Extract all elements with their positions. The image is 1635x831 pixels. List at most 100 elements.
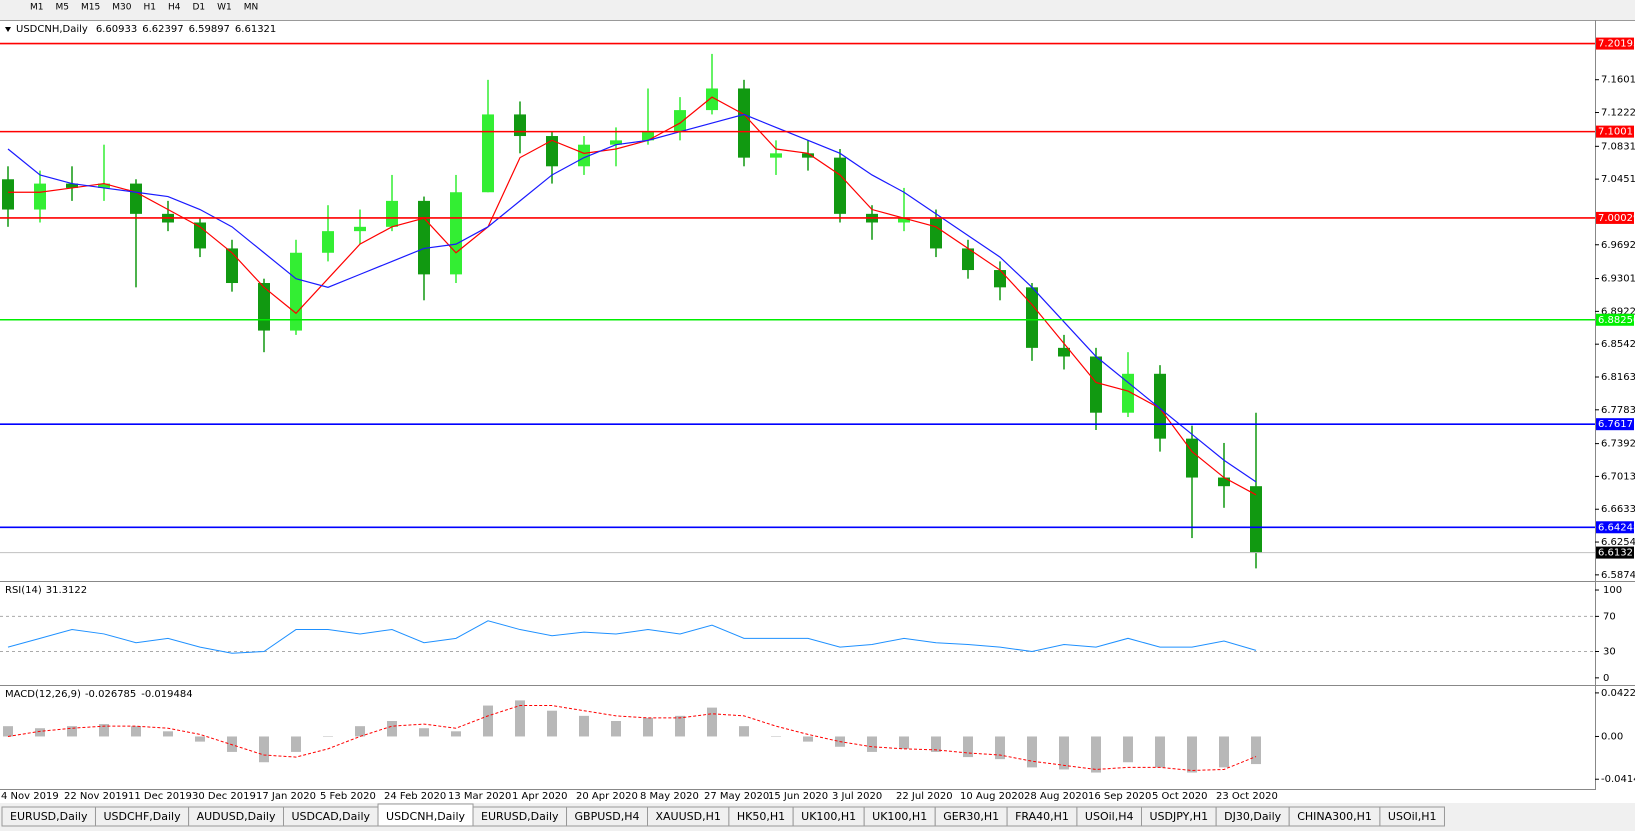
macd-bar xyxy=(131,726,141,737)
x-tick-label: 30 Dec 2019 xyxy=(192,791,256,802)
x-tick-label: 28 Aug 2020 xyxy=(1024,791,1088,802)
macd-bar xyxy=(355,726,365,737)
timeframe-button[interactable]: W1 xyxy=(217,3,232,13)
y-tick-label: 100 xyxy=(1603,585,1622,596)
x-tick-label: 1 Apr 2020 xyxy=(512,791,567,802)
candle-body xyxy=(34,183,46,210)
candle-body xyxy=(1058,347,1070,357)
candle-body xyxy=(130,183,142,214)
quote: 6.59897 xyxy=(189,24,230,35)
indicator-value: -0.019484 xyxy=(141,689,192,700)
macd-bar xyxy=(323,736,333,737)
tab-label[interactable]: USOil,H1 xyxy=(1388,810,1437,823)
candle-body xyxy=(418,200,430,275)
tab-label[interactable]: UK100,H1 xyxy=(801,810,856,823)
candle-body xyxy=(1026,287,1038,348)
candle-body xyxy=(66,183,78,188)
y-tick-label: 6.81630 xyxy=(1601,372,1635,383)
x-tick-label: 23 Oct 2020 xyxy=(1216,791,1278,802)
candle-body xyxy=(1186,438,1198,478)
level-label-bg xyxy=(1596,125,1634,138)
macd-bar xyxy=(1155,736,1165,768)
tab-label[interactable]: USDJPY,H1 xyxy=(1150,810,1209,823)
timeframe-button[interactable]: MN xyxy=(244,3,259,13)
quote: 6.62397 xyxy=(142,24,183,35)
x-tick-label: 22 Jul 2020 xyxy=(896,791,953,802)
y-tick-label: 6.93015 xyxy=(1601,274,1635,285)
macd-bar xyxy=(1091,736,1101,773)
level-label-bg xyxy=(1596,418,1634,431)
tab-label[interactable]: CHINA300,H1 xyxy=(1297,810,1372,823)
candle-body xyxy=(962,248,974,271)
candle-body xyxy=(2,179,14,210)
candle-body xyxy=(1250,486,1262,553)
timeframe-button[interactable]: D1 xyxy=(192,3,205,13)
macd-bar xyxy=(1187,736,1197,773)
candle-body xyxy=(930,218,942,249)
candle-body xyxy=(578,144,590,167)
y-tick-label: -0.04148 xyxy=(1601,774,1635,785)
tab-label[interactable]: USDCNH,Daily xyxy=(386,810,466,823)
tab-label[interactable]: EURUSD,Daily xyxy=(10,810,88,823)
macd-bar xyxy=(99,724,109,737)
indicator-name: RSI(14) xyxy=(5,585,42,596)
collapse-arrow[interactable] xyxy=(5,27,11,32)
candle-body xyxy=(802,153,814,158)
tab-label[interactable]: GBPUSD,H4 xyxy=(575,810,640,823)
candle-body xyxy=(290,252,302,331)
tab-label[interactable]: USDCAD,Daily xyxy=(292,810,371,823)
tab-label[interactable]: XAUUSD,H1 xyxy=(656,810,721,823)
tab-label[interactable]: UK100,H1 xyxy=(872,810,927,823)
current-price-label: 6.61321 xyxy=(1598,548,1635,559)
macd-bar xyxy=(579,715,589,737)
y-tick-label: 6.96925 xyxy=(1601,240,1635,251)
chart-title: USDCNH,Daily xyxy=(16,24,88,35)
y-tick-label: 6.85425 xyxy=(1601,339,1635,350)
candle-body xyxy=(642,131,654,141)
candle-body xyxy=(1090,356,1102,413)
level-label: 6.88250 xyxy=(1598,315,1635,326)
x-tick-label: 5 Oct 2020 xyxy=(1152,791,1207,802)
x-tick-label: 20 Apr 2020 xyxy=(576,791,638,802)
timeframe-button[interactable]: H4 xyxy=(168,3,181,13)
candle-body xyxy=(738,88,750,158)
macd-bar xyxy=(515,700,525,737)
level-label-bg xyxy=(1596,211,1634,224)
timeframe-button[interactable]: M30 xyxy=(112,3,131,13)
macd-bar xyxy=(387,721,397,737)
candle-body xyxy=(514,114,526,137)
tab-label[interactable]: AUDUSD,Daily xyxy=(197,810,276,823)
tab-label[interactable]: USOil,H4 xyxy=(1085,810,1134,823)
candle-body xyxy=(1122,373,1134,413)
macd-bar xyxy=(707,707,717,737)
level-label: 7.10011 xyxy=(1598,127,1635,138)
tab-label[interactable]: USDCHF,Daily xyxy=(103,810,181,823)
y-tick-label: 7.16015 xyxy=(1601,75,1635,86)
candle-body xyxy=(322,231,334,253)
tab[interactable] xyxy=(1379,806,1445,827)
candle-body xyxy=(834,157,846,214)
tab-label[interactable]: EURUSD,Daily xyxy=(481,810,559,823)
tab-label[interactable]: HK50,H1 xyxy=(737,810,785,823)
level-label: 6.64248 xyxy=(1598,522,1635,533)
x-tick-label: 8 May 2020 xyxy=(640,791,699,802)
macd-bar xyxy=(547,710,557,737)
y-tick-label: 0 xyxy=(1603,673,1609,684)
timeframe-button[interactable]: M5 xyxy=(56,3,70,13)
tab-label[interactable]: GER30,H1 xyxy=(943,810,999,823)
timeframe-button[interactable]: M15 xyxy=(81,3,100,13)
candle-body xyxy=(258,283,270,331)
macd-bar xyxy=(899,736,909,749)
timeframe-button[interactable]: H1 xyxy=(143,3,156,13)
x-tick-label: 3 Jul 2020 xyxy=(832,791,882,802)
tab-label[interactable]: FRA40,H1 xyxy=(1015,810,1069,823)
indicator-value: 31.3122 xyxy=(46,585,87,596)
timeframe-button[interactable]: M1 xyxy=(30,3,44,13)
x-tick-label: 16 Sep 2020 xyxy=(1088,791,1151,802)
tab-label[interactable]: DJ30,Daily xyxy=(1224,810,1282,823)
x-tick-label: 27 May 2020 xyxy=(704,791,769,802)
y-tick-label: 70 xyxy=(1603,611,1616,622)
candle-body xyxy=(98,183,110,188)
